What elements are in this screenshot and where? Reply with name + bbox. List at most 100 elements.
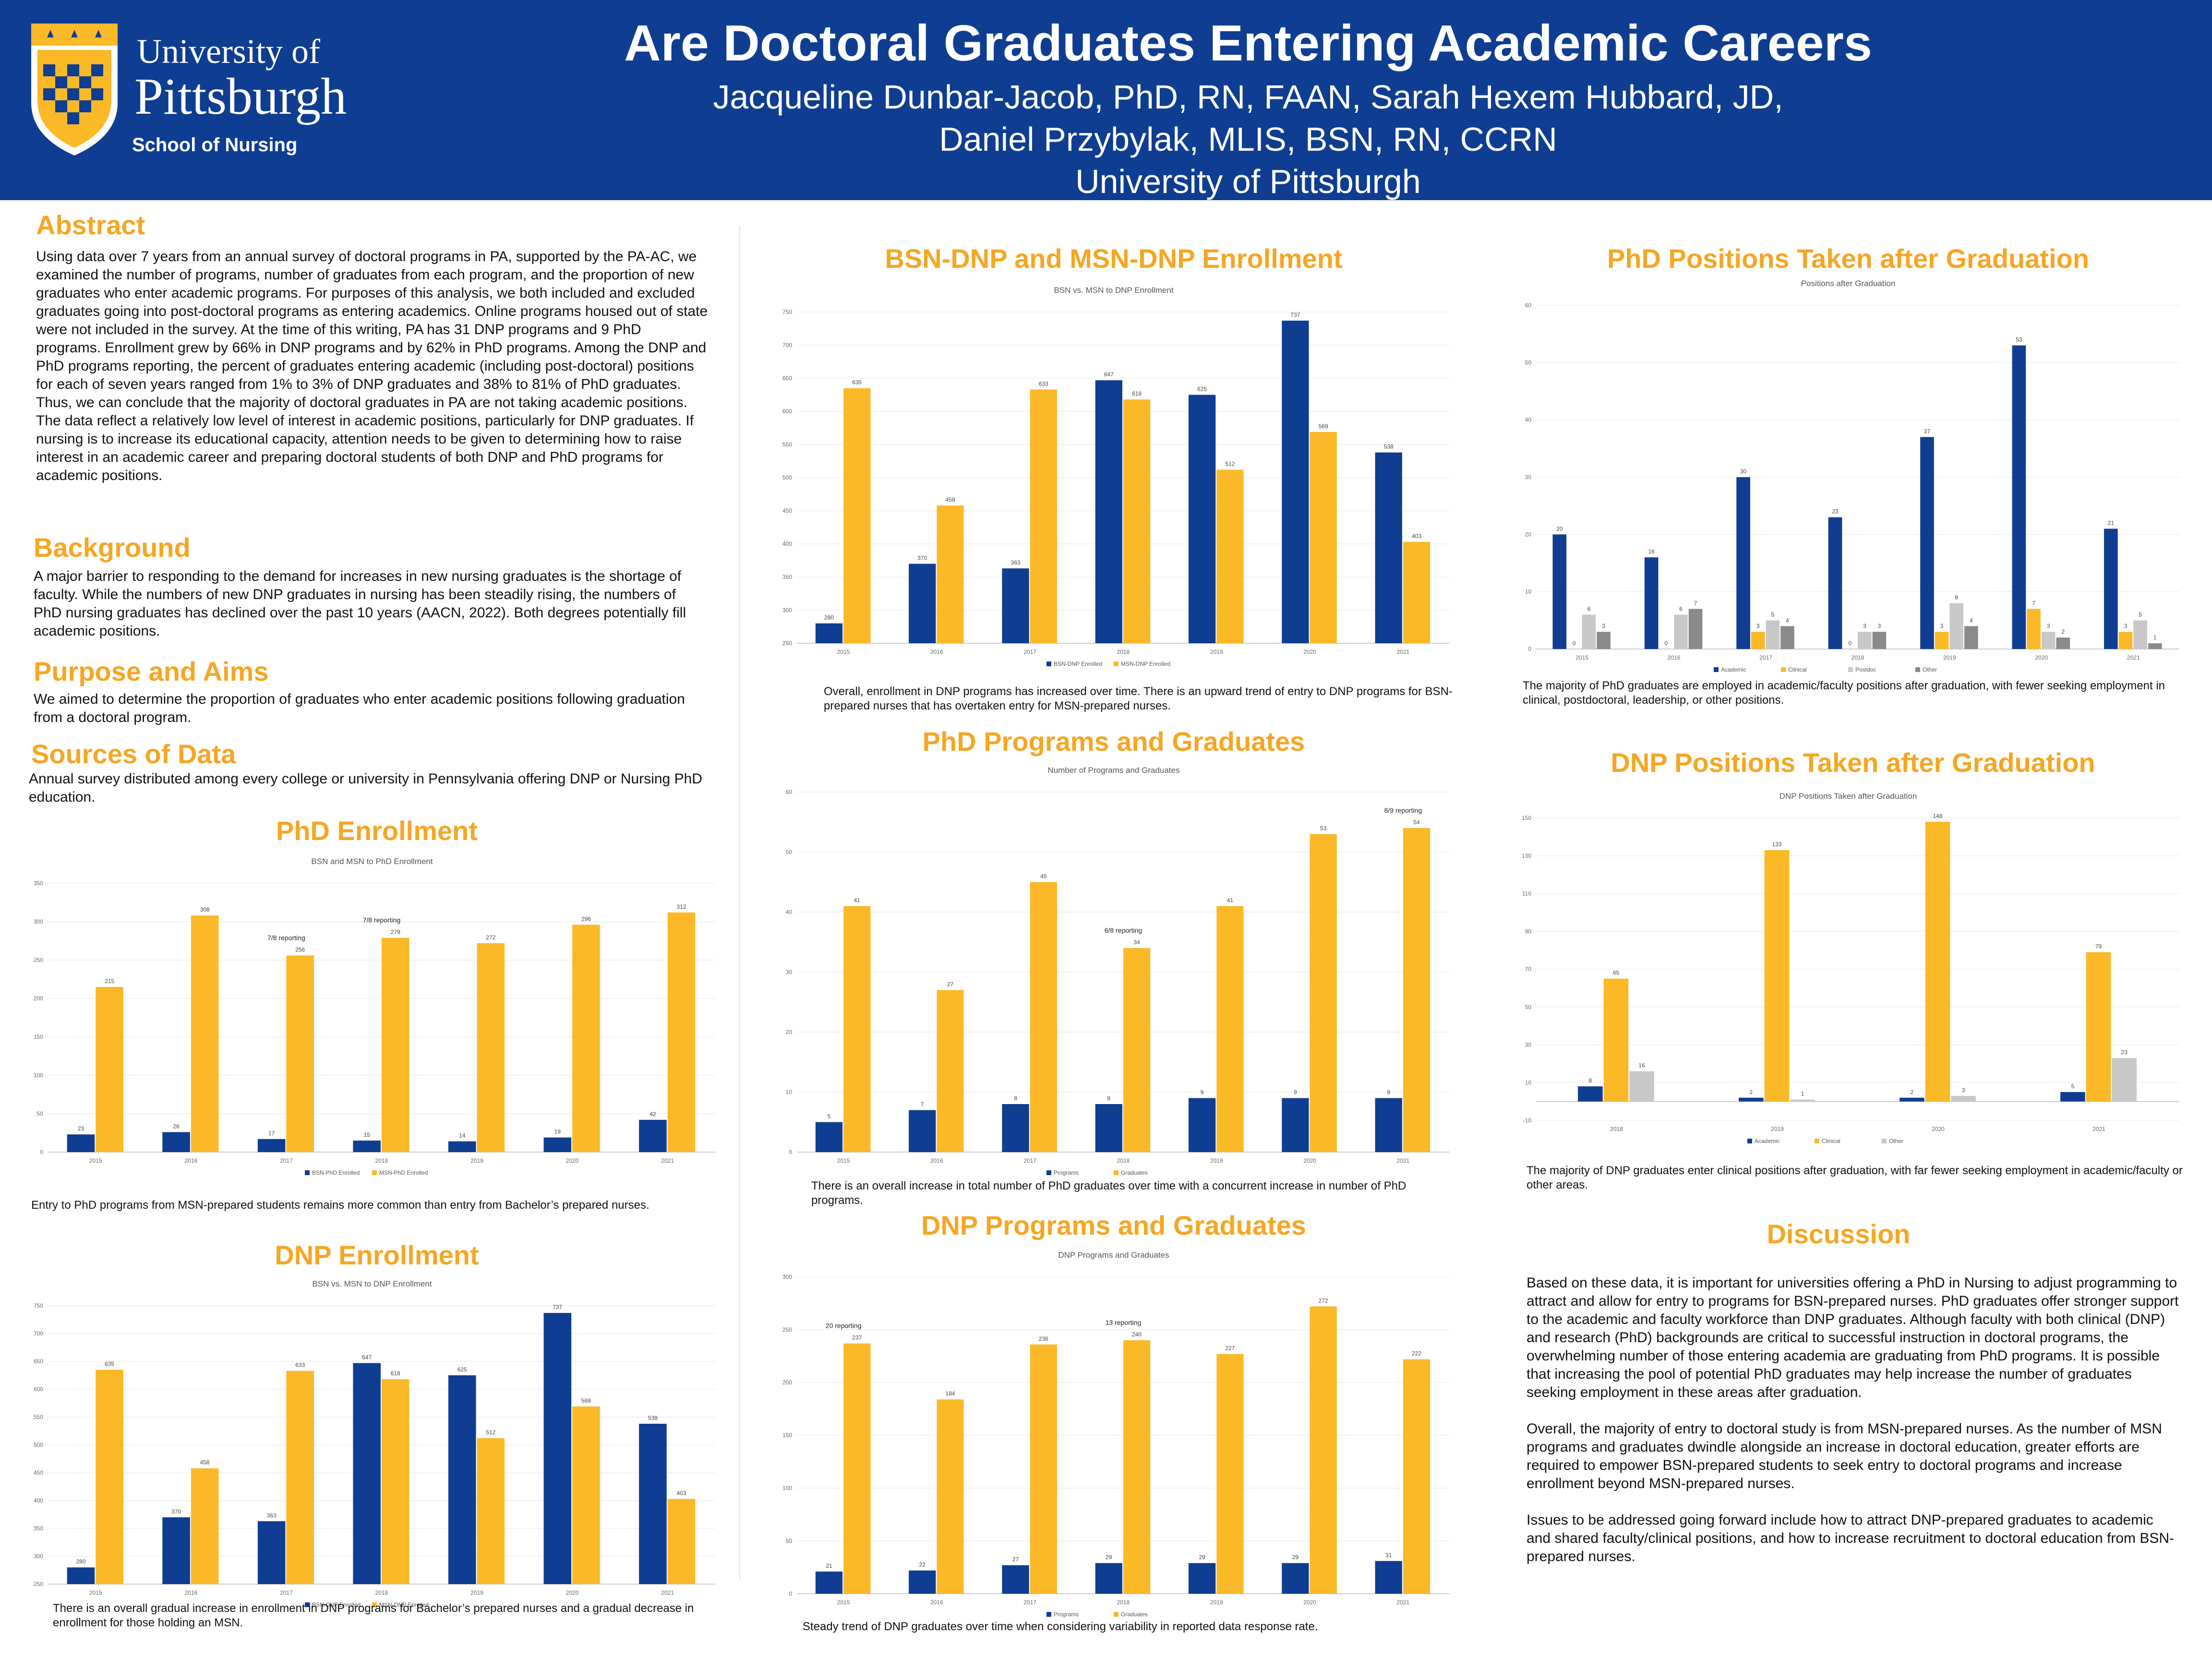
y-tick-label: 50 <box>1525 1004 1532 1010</box>
data-label: 272 <box>1319 1298 1328 1304</box>
bar <box>1674 614 1688 649</box>
data-label: 237 <box>852 1334 862 1341</box>
y-tick-label: 450 <box>782 507 792 514</box>
bar <box>815 623 843 643</box>
bar <box>2027 609 2041 649</box>
y-tick-label: 30 <box>1525 474 1532 481</box>
legend-swatch <box>1114 661 1118 666</box>
bar <box>257 1139 286 1152</box>
sources-text: Annual survey distributed among every co… <box>29 771 702 805</box>
reporting-annotation: 8/9 reporting <box>1384 806 1422 814</box>
bar <box>1403 1359 1431 1594</box>
chart-title: Positions after Graduation <box>1801 279 1896 288</box>
dnp-enrollment-caption: There is an overall gradual increase in … <box>53 1602 694 1629</box>
y-tick-label: 40 <box>786 909 793 915</box>
data-label: 30 <box>1740 468 1747 475</box>
bar <box>1030 1344 1057 1594</box>
x-tick-label: 2021 <box>1397 1599 1410 1606</box>
dnp-programs-caption: Steady trend of DNP graduates over time … <box>803 1620 1318 1633</box>
chart-title: DNP Positions Taken after Graduation <box>1779 792 1917 801</box>
legend-label: Other <box>1923 666 1937 673</box>
data-label: 21 <box>826 1563 832 1569</box>
bar <box>1216 1354 1244 1594</box>
bar <box>67 1567 95 1584</box>
legend-label: BSN-DNP Enrolled <box>1054 661 1102 667</box>
data-label: 41 <box>1227 897 1234 904</box>
bar <box>1582 614 1596 649</box>
authors-line-1: Jacqueline Dunbar-Jacob, PhD, RN, FAAN, … <box>713 78 1783 116</box>
data-label: 3 <box>2047 623 2050 629</box>
bar <box>162 1132 190 1152</box>
y-tick-label: 0 <box>40 1149 43 1155</box>
x-tick-label: 2019 <box>470 1589 483 1596</box>
y-tick-label: 100 <box>34 1072 43 1079</box>
data-label: 42 <box>649 1111 656 1118</box>
chart-title: BSN and MSN to PhD Enrollment <box>311 857 433 866</box>
y-tick-label: 100 <box>782 1485 792 1491</box>
data-label: 8 <box>1014 1095 1017 1102</box>
bar <box>1552 534 1567 649</box>
data-label: 29 <box>1292 1554 1299 1561</box>
data-label: 29 <box>1106 1554 1112 1561</box>
x-tick-label: 2018 <box>1117 1157 1130 1164</box>
legend-swatch <box>372 1170 377 1175</box>
legend-swatch <box>1882 1139 1887 1143</box>
bar <box>1935 632 1949 649</box>
bar <box>843 1343 871 1594</box>
data-label: 65 <box>1613 970 1620 976</box>
poster-header: University of Pittsburgh School of Nursi… <box>0 0 2212 200</box>
data-label: 8 <box>1107 1095 1111 1102</box>
bar <box>937 505 964 643</box>
y-tick-label: 700 <box>34 1330 43 1337</box>
bar <box>382 938 409 1152</box>
data-label: 633 <box>295 1362 305 1369</box>
discussion-text: Based on these data, it is important for… <box>1527 1274 2179 1566</box>
x-tick-label: 2017 <box>1023 1157 1036 1164</box>
x-tick-label: 2019 <box>470 1157 483 1164</box>
y-tick-label: 250 <box>782 1326 792 1333</box>
y-tick-label: 20 <box>1525 531 1532 538</box>
data-label: 4 <box>1970 617 1973 624</box>
x-tick-label: 2020 <box>1303 649 1316 655</box>
legend-label: Clinical <box>1822 1138 1840 1144</box>
affiliation: University of Pittsburgh <box>1075 163 1421 200</box>
data-label: 3 <box>1863 623 1866 629</box>
data-label: 403 <box>676 1490 686 1497</box>
y-tick-label: 300 <box>782 1274 792 1280</box>
y-tick-label: 400 <box>34 1497 43 1504</box>
data-label: 279 <box>391 929 400 936</box>
data-label: 538 <box>648 1415 658 1421</box>
poster-title: Are Doctoral Graduates Entering Academic… <box>624 15 1872 72</box>
bar <box>1949 603 1964 649</box>
y-tick-label: 20 <box>786 1029 793 1035</box>
legend-swatch <box>1046 661 1051 666</box>
x-tick-label: 2017 <box>1023 1599 1036 1606</box>
bar <box>1764 850 1790 1102</box>
y-tick-label: 10 <box>1525 1079 1532 1086</box>
legend-swatch <box>1815 1139 1819 1143</box>
bar <box>1310 834 1337 1152</box>
bar <box>286 1370 314 1584</box>
bar <box>2012 345 2026 649</box>
bar <box>448 1141 476 1152</box>
discussion-paragraph-3: Issues to be addressed going forward inc… <box>1527 1512 2175 1564</box>
y-tick-label: 50 <box>37 1110 44 1117</box>
x-tick-label: 2015 <box>837 1157 850 1164</box>
bar <box>257 1521 286 1584</box>
data-label: 2 <box>1750 1089 1753 1095</box>
phd-positions-heading: PhD Positions Taken after Graduation <box>1607 243 2089 274</box>
y-tick-label: 750 <box>34 1302 43 1309</box>
bar <box>1899 1097 1924 1102</box>
data-label: 363 <box>1011 559 1021 566</box>
legend-swatch <box>1046 1612 1051 1617</box>
y-tick-label: 550 <box>782 441 792 448</box>
data-label: 569 <box>581 1397 591 1404</box>
y-tick-label: 110 <box>1522 890 1531 897</box>
bar <box>843 906 871 1152</box>
bar <box>1739 1097 1764 1102</box>
bar <box>1766 620 1780 649</box>
data-label: 34 <box>1133 939 1140 946</box>
y-tick-label: 90 <box>1525 928 1532 935</box>
data-label: 27 <box>1012 1556 1019 1563</box>
data-label: 215 <box>105 978 114 985</box>
